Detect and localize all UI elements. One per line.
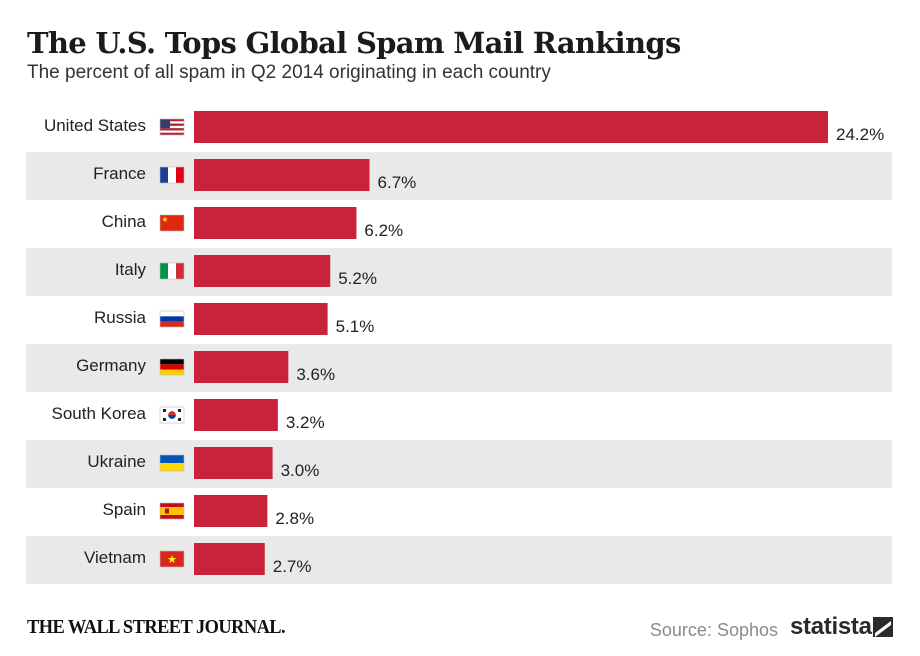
value-label: 5.1% xyxy=(336,317,375,336)
bar-chart: United States 24.2% France 6.7% China ★ 6.2% It… xyxy=(26,111,892,584)
bar xyxy=(194,111,828,143)
value-label: 6.7% xyxy=(378,173,417,192)
value-label: 2.7% xyxy=(273,557,312,576)
bar xyxy=(194,207,357,239)
bar xyxy=(194,399,278,431)
france-flag-icon xyxy=(159,166,185,184)
value-label: 3.0% xyxy=(281,461,320,480)
value-label: 3.6% xyxy=(296,365,335,384)
bar xyxy=(194,351,289,383)
category-label: Ukraine xyxy=(87,452,146,471)
row-shade xyxy=(26,152,892,200)
bar xyxy=(194,303,328,335)
russia-flag-icon xyxy=(159,310,185,328)
value-label: 2.8% xyxy=(275,509,314,528)
us-flag-icon xyxy=(159,118,185,136)
row-shade xyxy=(26,536,892,584)
row-shade xyxy=(26,440,892,488)
category-label: Vietnam xyxy=(84,548,146,567)
bar xyxy=(194,495,268,527)
bar xyxy=(194,447,273,479)
chart-title: The U.S. Tops Global Spam Mail Rankings xyxy=(27,26,681,60)
bar xyxy=(194,543,265,575)
value-label: 24.2% xyxy=(836,125,884,144)
category-label: Italy xyxy=(115,260,147,279)
value-label: 3.2% xyxy=(286,413,325,432)
row-shade xyxy=(26,248,892,296)
wsj-logo: THE WALL STREET JOURNAL. xyxy=(27,616,286,638)
south-korea-flag-icon xyxy=(159,406,185,424)
germany-flag-icon xyxy=(159,358,185,376)
vietnam-flag-icon: ★ xyxy=(159,550,185,568)
category-label: Germany xyxy=(76,356,146,375)
category-label: France xyxy=(93,164,146,183)
italy-flag-icon xyxy=(159,262,185,280)
bar xyxy=(194,255,331,287)
china-flag-icon: ★ xyxy=(159,214,185,232)
category-label: Spain xyxy=(103,500,146,519)
svg-text:★: ★ xyxy=(167,553,177,566)
source-note: Source: Sophos xyxy=(649,620,778,640)
spain-flag-icon xyxy=(159,502,185,520)
category-label: Russia xyxy=(94,308,147,327)
value-label: 6.2% xyxy=(364,221,403,240)
statista-icon xyxy=(873,617,893,637)
category-label: South Korea xyxy=(51,404,146,423)
ukraine-flag-icon xyxy=(159,454,185,472)
value-label: 5.2% xyxy=(338,269,377,288)
statista-logo: statista xyxy=(790,613,872,640)
category-label: United States xyxy=(44,116,146,135)
category-label: China xyxy=(102,212,147,231)
svg-text:★: ★ xyxy=(161,215,168,224)
chart-subtitle: The percent of all spam in Q2 2014 origi… xyxy=(27,62,551,83)
row-shade xyxy=(26,344,892,392)
bar xyxy=(194,159,370,191)
